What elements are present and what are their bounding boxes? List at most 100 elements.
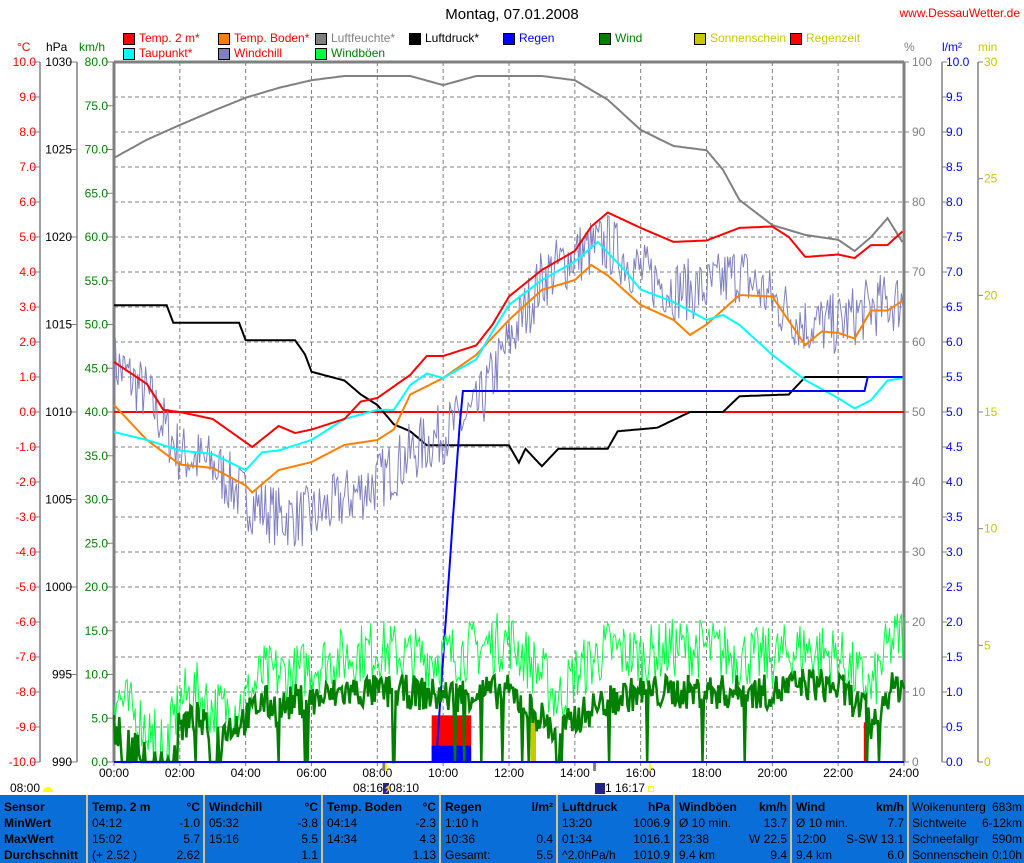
tick-label-humidity_pct: 50 xyxy=(912,405,926,419)
stats-row: Ø 10 min. 13.7 xyxy=(679,815,787,831)
tick-label-humidity_pct: 80 xyxy=(912,195,926,209)
stats-value: 590m xyxy=(991,832,1022,846)
tick-label-humidity_pct: 90 xyxy=(912,125,926,139)
stats-value: 2.62 xyxy=(176,848,200,862)
stats-value: °C xyxy=(304,800,318,814)
tick-label-pressure_hpa: 1005 xyxy=(45,493,72,507)
stats-row: 13:20 1006.9 xyxy=(562,815,670,831)
stats-value: 6.0 xyxy=(887,848,904,862)
marker-time-left: 08:16 xyxy=(353,781,384,795)
stats-row: Wolkenunterg 683m xyxy=(912,799,1022,815)
tick-label-rain_lm2: 0.5 xyxy=(946,720,963,734)
tick-label-humidity_pct: 60 xyxy=(912,335,926,349)
stats-value: 1.13 xyxy=(412,848,436,862)
site-link[interactable]: www.DessauWetter.de xyxy=(899,6,1021,20)
stats-label: 9.4 km xyxy=(679,848,716,862)
legend-label: Windchill xyxy=(234,46,283,60)
tick-label-temp_c: -9.0 xyxy=(15,720,36,734)
tick-label-humidity_pct: 0 xyxy=(912,755,919,769)
stats-value: km/h xyxy=(875,800,904,814)
x-tick-label: 08:00 xyxy=(362,766,392,780)
tick-label-temp_c: 1.0 xyxy=(19,370,36,384)
legend-label: Luftfeuchte* xyxy=(331,31,396,45)
tick-label-temp_c: 5.0 xyxy=(19,230,36,244)
stats-column: Wolkenunterg 683m Sichtweite 6-12km Schneefa… xyxy=(909,795,1024,863)
stats-row: 04:14 -2.3 xyxy=(327,815,436,831)
x-tick-label: 14:00 xyxy=(560,766,590,780)
stats-label: Ø 10 min. xyxy=(679,816,732,830)
stats-label: Wind xyxy=(796,800,826,814)
legend-swatch xyxy=(790,32,802,45)
stats-column: Luftdruck hPa 13:20 1006.9 01:34 1016.1 ^2.0hP… xyxy=(558,795,675,863)
stats-column: Regen l/m² 1:10 h 10:36 0.4 Gesamt: 5.5 xyxy=(441,795,558,863)
x-tick-label: 12:00 xyxy=(494,766,524,780)
tick-label-temp_c: -4.0 xyxy=(15,545,36,559)
stats-label: Wolkenunterg xyxy=(912,800,986,814)
legend-label: Luftdruck* xyxy=(425,31,480,45)
tick-label-wind_kmh: 60.0 xyxy=(85,230,109,244)
stats-label: Schneefallgr xyxy=(912,832,979,846)
stats-label: 04:14 xyxy=(327,816,358,830)
legend-swatch xyxy=(503,32,515,45)
stats-row: Sonnenschein 0:10h xyxy=(912,847,1022,863)
tick-label-temp_c: -7.0 xyxy=(15,650,36,664)
tick-label-sun_min: 0 xyxy=(984,755,991,769)
tick-label-temp_c: 8.0 xyxy=(19,125,36,139)
lightning-icon: ⚡ xyxy=(383,783,390,795)
tick-label-humidity_pct: 10 xyxy=(912,685,926,699)
moon-marker: 1 16:17 xyxy=(595,782,655,795)
legend-item: Windböen xyxy=(315,47,385,60)
tick-label-wind_kmh: 10.0 xyxy=(85,668,109,682)
stats-row: (+ 2.52 ) 2.62 xyxy=(92,847,200,863)
tick-label-temp_c: 6.0 xyxy=(19,195,36,209)
tick-label-wind_kmh: 40.0 xyxy=(85,405,109,419)
tick-label-rain_lm2: 6.0 xyxy=(946,335,963,349)
legend-item: Sonnenschein xyxy=(694,32,786,45)
tick-label-wind_kmh: 15.0 xyxy=(85,624,109,638)
legend-swatch xyxy=(218,47,230,60)
stats-value: 1016.1 xyxy=(633,832,670,846)
stats-label: 15:16 xyxy=(209,832,240,846)
tick-label-temp_c: -1.0 xyxy=(15,440,36,454)
stats-value: km/h xyxy=(758,800,787,814)
legend-item: Windchill xyxy=(218,47,282,60)
tick-label-rain_lm2: 9.0 xyxy=(946,125,963,139)
tick-label-wind_kmh: 35.0 xyxy=(85,449,109,463)
x-tick-label: 22:00 xyxy=(823,766,853,780)
stats-label: ^2.0hPa/h xyxy=(562,848,616,862)
stats-label: Windchill xyxy=(209,800,263,814)
stats-value: 4.3 xyxy=(419,832,436,846)
tick-label-wind_kmh: 30.0 xyxy=(85,493,109,507)
tick-label-sun_min: 25 xyxy=(984,172,998,186)
stats-label: Temp. 2 m xyxy=(92,800,151,814)
x-tick-label: 10:00 xyxy=(428,766,458,780)
tick-label-pressure_hpa: 1020 xyxy=(45,230,72,244)
tick-label-rain_lm2: 6.5 xyxy=(946,300,963,314)
stats-label: Sensor xyxy=(4,800,45,814)
stats-value: 13.7 xyxy=(763,816,787,830)
unit-celsius: °C xyxy=(17,40,31,54)
tick-label-wind_kmh: 0.0 xyxy=(91,755,108,769)
tick-label-wind_kmh: 45.0 xyxy=(85,361,109,375)
tick-label-wind_kmh: 5.0 xyxy=(91,711,108,725)
x-tick-label: 06:00 xyxy=(296,766,326,780)
tick-label-rain_lm2: 2.5 xyxy=(946,580,963,594)
tick-label-pressure_hpa: 1025 xyxy=(45,143,72,157)
series-line-regen xyxy=(114,376,903,763)
stats-row: Windchill °C xyxy=(209,799,318,815)
stats-label: (+ 2.52 ) xyxy=(92,848,138,862)
legend-label: Regen xyxy=(519,31,555,45)
sunrise-marker: 08:00 xyxy=(10,782,54,795)
tick-label-rain_lm2: 7.5 xyxy=(946,230,963,244)
tick-label-temp_c: -10.0 xyxy=(9,755,37,769)
stats-row: 12:00 S-SW 13.1 xyxy=(796,831,904,847)
stats-value: W 22.5 xyxy=(748,832,787,846)
legend-swatch xyxy=(599,32,611,45)
legend-label: Temp. Boden* xyxy=(234,31,310,45)
marker-time-right: 08:10 xyxy=(389,781,420,795)
tick-label-temp_c: 7.0 xyxy=(19,160,36,174)
stats-row: Durchschnitt xyxy=(4,847,83,863)
tick-label-rain_lm2: 5.5 xyxy=(946,370,963,384)
legend-item: Wind xyxy=(599,32,642,45)
stats-label: Durchschnitt xyxy=(4,848,79,862)
